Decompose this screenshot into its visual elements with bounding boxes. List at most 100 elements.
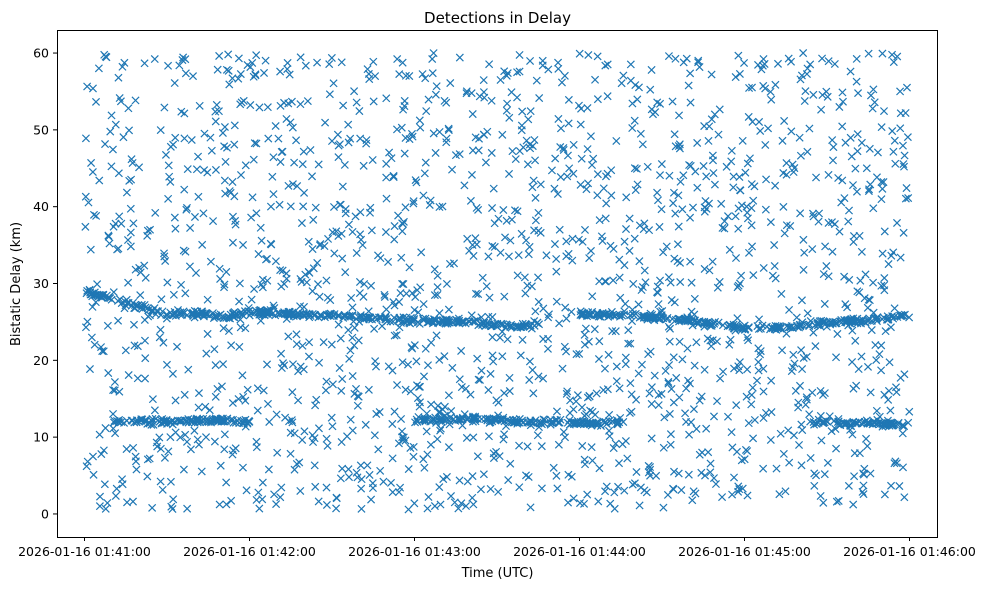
data-point [741,445,750,454]
data-point [222,478,231,487]
data-point [488,351,497,360]
data-point [166,433,175,442]
data-point [831,424,840,433]
data-point [601,487,610,496]
data-point [733,314,742,323]
data-point [640,266,649,275]
data-point [761,140,770,149]
data-point [620,486,629,495]
data-point [163,278,172,287]
data-point [194,403,203,412]
plot-frame [57,30,938,538]
data-point [661,366,670,375]
data-point [718,493,727,502]
data-point [884,260,893,269]
data-point [552,407,561,416]
data-point [905,407,914,416]
data-point [435,127,444,136]
data-point [517,323,526,332]
data-point [362,136,371,145]
data-point [306,146,315,155]
data-point [390,407,399,416]
data-point [635,501,644,510]
data-point [81,134,90,143]
data-point [564,95,573,104]
data-point [327,137,337,146]
data-point [274,134,283,143]
data-point [367,495,376,504]
data-point [838,176,847,185]
data-point [482,282,491,291]
data-point [357,504,366,513]
data-point [517,229,526,238]
data-point [564,249,573,258]
data-point [891,159,900,168]
data-point [847,152,856,161]
data-point [210,345,219,354]
data-point [544,334,553,343]
data-point [205,406,214,415]
data-point [640,311,649,320]
data-point [103,321,112,330]
data-point [515,67,524,76]
data-point [394,439,403,448]
data-point [299,365,308,374]
data-point [114,73,123,82]
data-point [691,167,700,176]
data-point [627,390,636,399]
data-point [95,492,105,501]
data-point [702,424,711,433]
data-point [626,60,635,69]
data-point [864,295,873,304]
data-point [447,318,456,327]
data-point [106,294,115,303]
data-point [695,450,704,459]
data-point [620,310,629,319]
data-point [251,71,260,80]
data-point [175,61,184,70]
data-point [868,104,877,113]
data-point [156,477,165,486]
data-point [572,350,581,359]
data-point [435,416,444,425]
data-point [161,150,170,159]
data-point [609,444,618,453]
data-point [634,83,643,92]
data-point [177,107,186,116]
data-point [635,257,644,266]
data-point [744,248,754,257]
data-point [252,209,261,218]
data-point [432,331,441,340]
data-point [380,292,389,301]
data-point [355,277,364,286]
data-point [838,97,847,106]
data-point [505,387,514,396]
data-point [786,222,795,231]
data-point [689,405,698,414]
data-point [796,151,805,160]
data-point [359,161,368,170]
data-point [523,281,532,290]
data-point [484,432,493,441]
data-point [824,272,833,281]
data-point [816,386,825,396]
data-point [221,189,230,198]
data-point [488,204,497,213]
data-point [224,50,233,59]
data-point [436,500,445,509]
data-point [510,206,520,215]
data-point [199,209,208,218]
data-point [200,129,209,138]
data-point [358,241,367,250]
data-point [700,317,709,326]
data-point [741,324,750,334]
y-tick-label: 10 [33,430,49,445]
data-point [258,495,267,504]
data-point [726,335,735,344]
y-tick-label: 60 [33,46,49,61]
data-point [96,343,106,352]
data-point [735,172,744,182]
data-point [837,198,846,207]
data-point [654,401,663,410]
data-point [433,290,442,299]
